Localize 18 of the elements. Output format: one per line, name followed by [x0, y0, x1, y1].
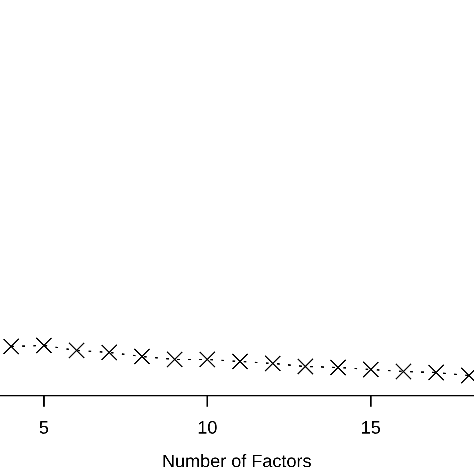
x-tick-label: 10	[198, 421, 217, 434]
point	[428, 364, 445, 382]
x-tick-label: 5	[40, 421, 48, 434]
point	[362, 361, 380, 378]
point	[101, 344, 118, 361]
point	[134, 348, 150, 365]
point	[68, 342, 86, 359]
x-tick-label: 15	[362, 421, 380, 434]
point	[3, 338, 20, 355]
point	[330, 359, 347, 376]
point	[395, 363, 412, 380]
point	[232, 353, 249, 370]
point	[36, 337, 52, 354]
x-axis-title: Number of Factors	[164, 454, 312, 468]
point	[264, 355, 282, 372]
point	[166, 351, 184, 368]
point	[199, 351, 216, 368]
point	[297, 358, 314, 375]
